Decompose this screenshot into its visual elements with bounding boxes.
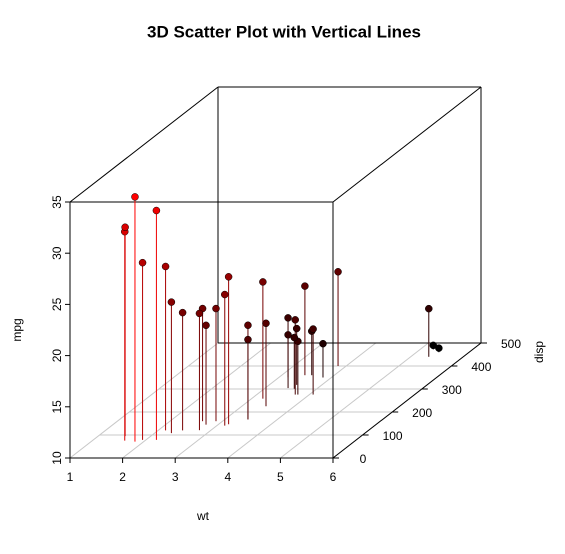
point bbox=[138, 258, 147, 267]
y-axis-label: disp bbox=[532, 341, 546, 363]
point bbox=[291, 316, 299, 324]
point bbox=[221, 290, 229, 299]
point bbox=[152, 206, 161, 215]
point bbox=[334, 268, 342, 276]
z-axis-label: mpg bbox=[10, 318, 24, 341]
point bbox=[292, 324, 301, 333]
z-tick-label: 20 bbox=[50, 349, 64, 363]
z-tick-label: 10 bbox=[50, 451, 64, 465]
box-edge bbox=[332, 342, 482, 459]
point bbox=[244, 321, 252, 329]
point bbox=[425, 304, 433, 313]
point bbox=[121, 223, 129, 231]
y-tick-label: 500 bbox=[501, 337, 521, 351]
point bbox=[259, 278, 267, 286]
x-tick-label: 1 bbox=[67, 470, 74, 484]
point bbox=[178, 308, 187, 317]
x-axis-label: wt bbox=[196, 509, 210, 523]
point bbox=[319, 339, 327, 348]
point bbox=[202, 321, 210, 330]
box-edge bbox=[69, 86, 219, 203]
x-tick-label: 3 bbox=[172, 470, 179, 484]
point bbox=[284, 314, 292, 322]
grid-line bbox=[174, 342, 324, 459]
point bbox=[301, 282, 309, 290]
z-tick-label: 15 bbox=[50, 400, 64, 414]
point bbox=[195, 309, 204, 318]
z-tick-label: 35 bbox=[50, 195, 64, 209]
point bbox=[131, 193, 139, 201]
box-edge bbox=[332, 86, 482, 203]
point bbox=[244, 335, 252, 344]
point bbox=[309, 325, 317, 333]
grid-line bbox=[69, 342, 219, 459]
x-tick-label: 5 bbox=[277, 470, 284, 484]
y-tick-label: 0 bbox=[360, 452, 367, 466]
x-tick-label: 2 bbox=[119, 470, 126, 484]
x-tick-label: 4 bbox=[224, 470, 231, 484]
grid-line bbox=[280, 342, 429, 459]
grid-line bbox=[122, 342, 271, 459]
point bbox=[435, 344, 443, 352]
z-tick-label: 25 bbox=[50, 297, 64, 311]
point bbox=[161, 262, 170, 271]
y-tick-label: 100 bbox=[383, 429, 403, 443]
y-tick-label: 300 bbox=[442, 383, 462, 397]
chart-title: 3D Scatter Plot with Vertical Lines bbox=[147, 22, 421, 41]
x-tick-label: 6 bbox=[330, 470, 337, 484]
point bbox=[167, 298, 176, 306]
grid-line bbox=[227, 342, 377, 459]
point bbox=[262, 319, 270, 328]
y-tick-label: 200 bbox=[412, 406, 432, 420]
point bbox=[290, 333, 299, 342]
point bbox=[224, 273, 233, 281]
z-tick-label: 30 bbox=[50, 246, 64, 260]
point bbox=[212, 304, 220, 313]
y-tick-label: 400 bbox=[471, 360, 491, 374]
